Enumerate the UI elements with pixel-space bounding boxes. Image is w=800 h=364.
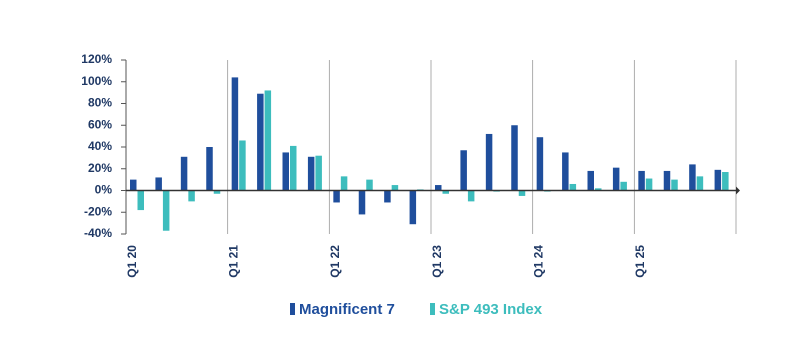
bar: [442, 190, 449, 194]
y-tick-label: -20%: [84, 204, 112, 218]
bar: [231, 77, 239, 191]
y-tick-label: 100%: [81, 74, 112, 88]
bar: [180, 156, 188, 191]
x-tick-label: Q1 22: [328, 245, 342, 278]
bar: [638, 170, 645, 191]
bar: [366, 179, 373, 191]
x-axis-arrow: [736, 186, 740, 195]
legend-label: Magnificent 7: [299, 301, 395, 318]
bar: [282, 152, 289, 191]
bar: [435, 185, 442, 191]
bar: [696, 176, 704, 191]
legend-swatch: [290, 303, 295, 315]
bar: [188, 190, 195, 202]
y-tick-label: 0%: [95, 183, 113, 197]
bar: [620, 181, 627, 191]
bar: [213, 190, 221, 194]
bar: [714, 169, 722, 191]
bar: [155, 177, 162, 191]
bar: [409, 190, 417, 225]
bar: [307, 156, 315, 191]
bar: [257, 93, 264, 191]
bar: [562, 152, 569, 191]
bar: [333, 190, 340, 203]
bar: [137, 190, 144, 211]
bar: [671, 179, 678, 191]
bar: [722, 172, 729, 191]
bar: [467, 190, 475, 202]
bar: [511, 125, 518, 191]
bar: [569, 183, 577, 191]
x-tick-label: Q1 24: [532, 245, 546, 278]
bar: [290, 145, 297, 191]
bar: [663, 170, 671, 191]
legend-label: S&P 493 Index: [439, 301, 543, 318]
bar: [206, 147, 213, 191]
bar: [264, 90, 272, 191]
bar: [689, 164, 696, 191]
bar: [536, 137, 544, 191]
bar: [587, 170, 594, 191]
bar: [612, 167, 620, 191]
y-tick-label: 120%: [81, 52, 112, 66]
legend-swatch: [430, 303, 435, 315]
bar: [460, 150, 467, 191]
bar: [340, 176, 348, 191]
y-tick-label: 40%: [88, 139, 112, 153]
bar: [384, 190, 391, 203]
bar: [162, 190, 170, 231]
bar: [518, 190, 526, 196]
bar: [485, 133, 493, 191]
bar: [358, 190, 366, 215]
x-tick-label: Q1 21: [227, 245, 241, 278]
bar: [130, 179, 137, 191]
y-tick-label: 20%: [88, 161, 112, 175]
y-tick-label: 80%: [88, 96, 112, 110]
bar: [315, 155, 322, 191]
x-tick-label: Q1 25: [633, 245, 647, 278]
y-tick-label: -40%: [84, 226, 112, 240]
bar: [595, 188, 602, 191]
x-tick-label: Q1 20: [125, 245, 139, 278]
bar: [239, 140, 246, 191]
bar: [391, 185, 399, 191]
bar: [645, 178, 653, 191]
y-tick-label: 60%: [88, 117, 112, 131]
x-tick-label: Q1 23: [430, 245, 444, 278]
